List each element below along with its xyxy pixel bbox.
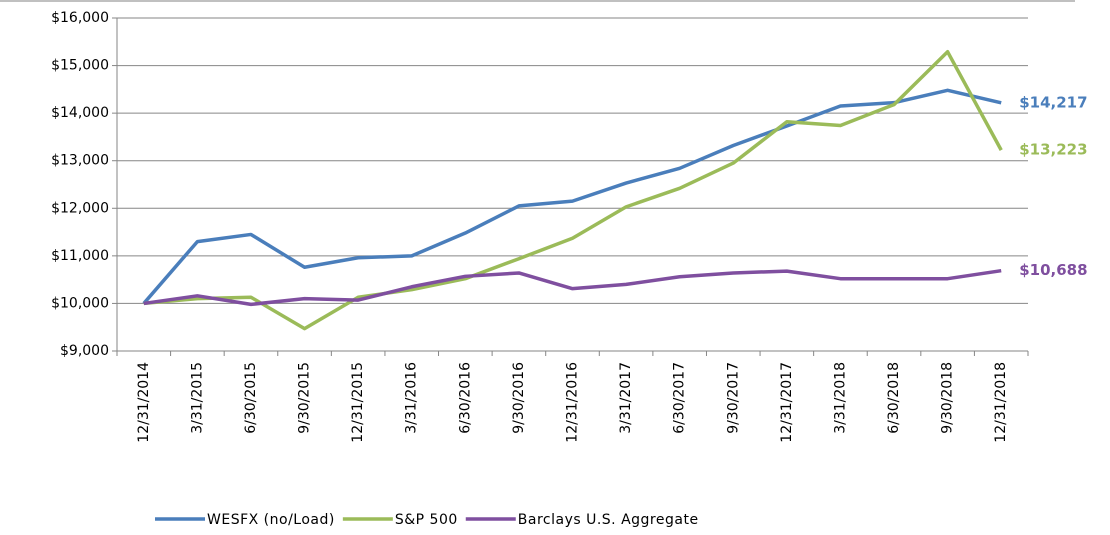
legend-label: Barclays U.S. Aggregate [518,512,699,528]
x-tick-label: 12/31/2015 [350,362,366,443]
series-line [142,88,1002,305]
x-tick-label: 6/30/2017 [672,362,688,434]
y-tick-label: $14,000 [51,105,109,121]
series-line [143,50,1003,331]
y-tick-label: $9,000 [60,343,109,359]
x-tick-label: 12/31/2018 [993,362,1009,443]
x-tick-label: 6/30/2018 [886,362,902,434]
x-tick-label: 9/30/2015 [297,362,313,434]
x-tick-label: 12/31/2016 [565,362,581,443]
x-tick-label: 3/31/2017 [618,362,634,434]
x-tick-label: 3/31/2016 [404,362,420,434]
x-tick-label: 6/30/2015 [243,362,259,434]
y-tick-label: $12,000 [51,200,109,216]
x-tick-label: 3/31/2015 [189,362,205,434]
series-line [143,268,1002,307]
x-tick-label: 6/30/2016 [457,362,473,434]
x-tick-label: 12/31/2017 [779,362,795,443]
y-tick-label: $16,000 [51,10,109,26]
legend-label: WESFX (no/Load) [207,512,335,528]
legend-label: S&P 500 [395,512,458,528]
x-tick-label: 9/30/2018 [940,362,956,434]
x-tick-label: 3/31/2018 [832,362,848,434]
end-value-label: $14,217 [1019,93,1087,111]
y-tick-label: $11,000 [51,248,109,264]
x-tick-label: 9/30/2016 [511,362,527,434]
end-value-label: $10,688 [1019,261,1087,279]
y-tick-label: $13,000 [51,153,109,169]
y-tick-label: $10,000 [51,295,109,311]
x-tick-label: 9/30/2017 [725,362,741,434]
end-value-label: $13,223 [1019,141,1087,159]
y-tick-label: $15,000 [51,58,109,74]
x-tick-label: 12/31/2014 [136,362,152,443]
